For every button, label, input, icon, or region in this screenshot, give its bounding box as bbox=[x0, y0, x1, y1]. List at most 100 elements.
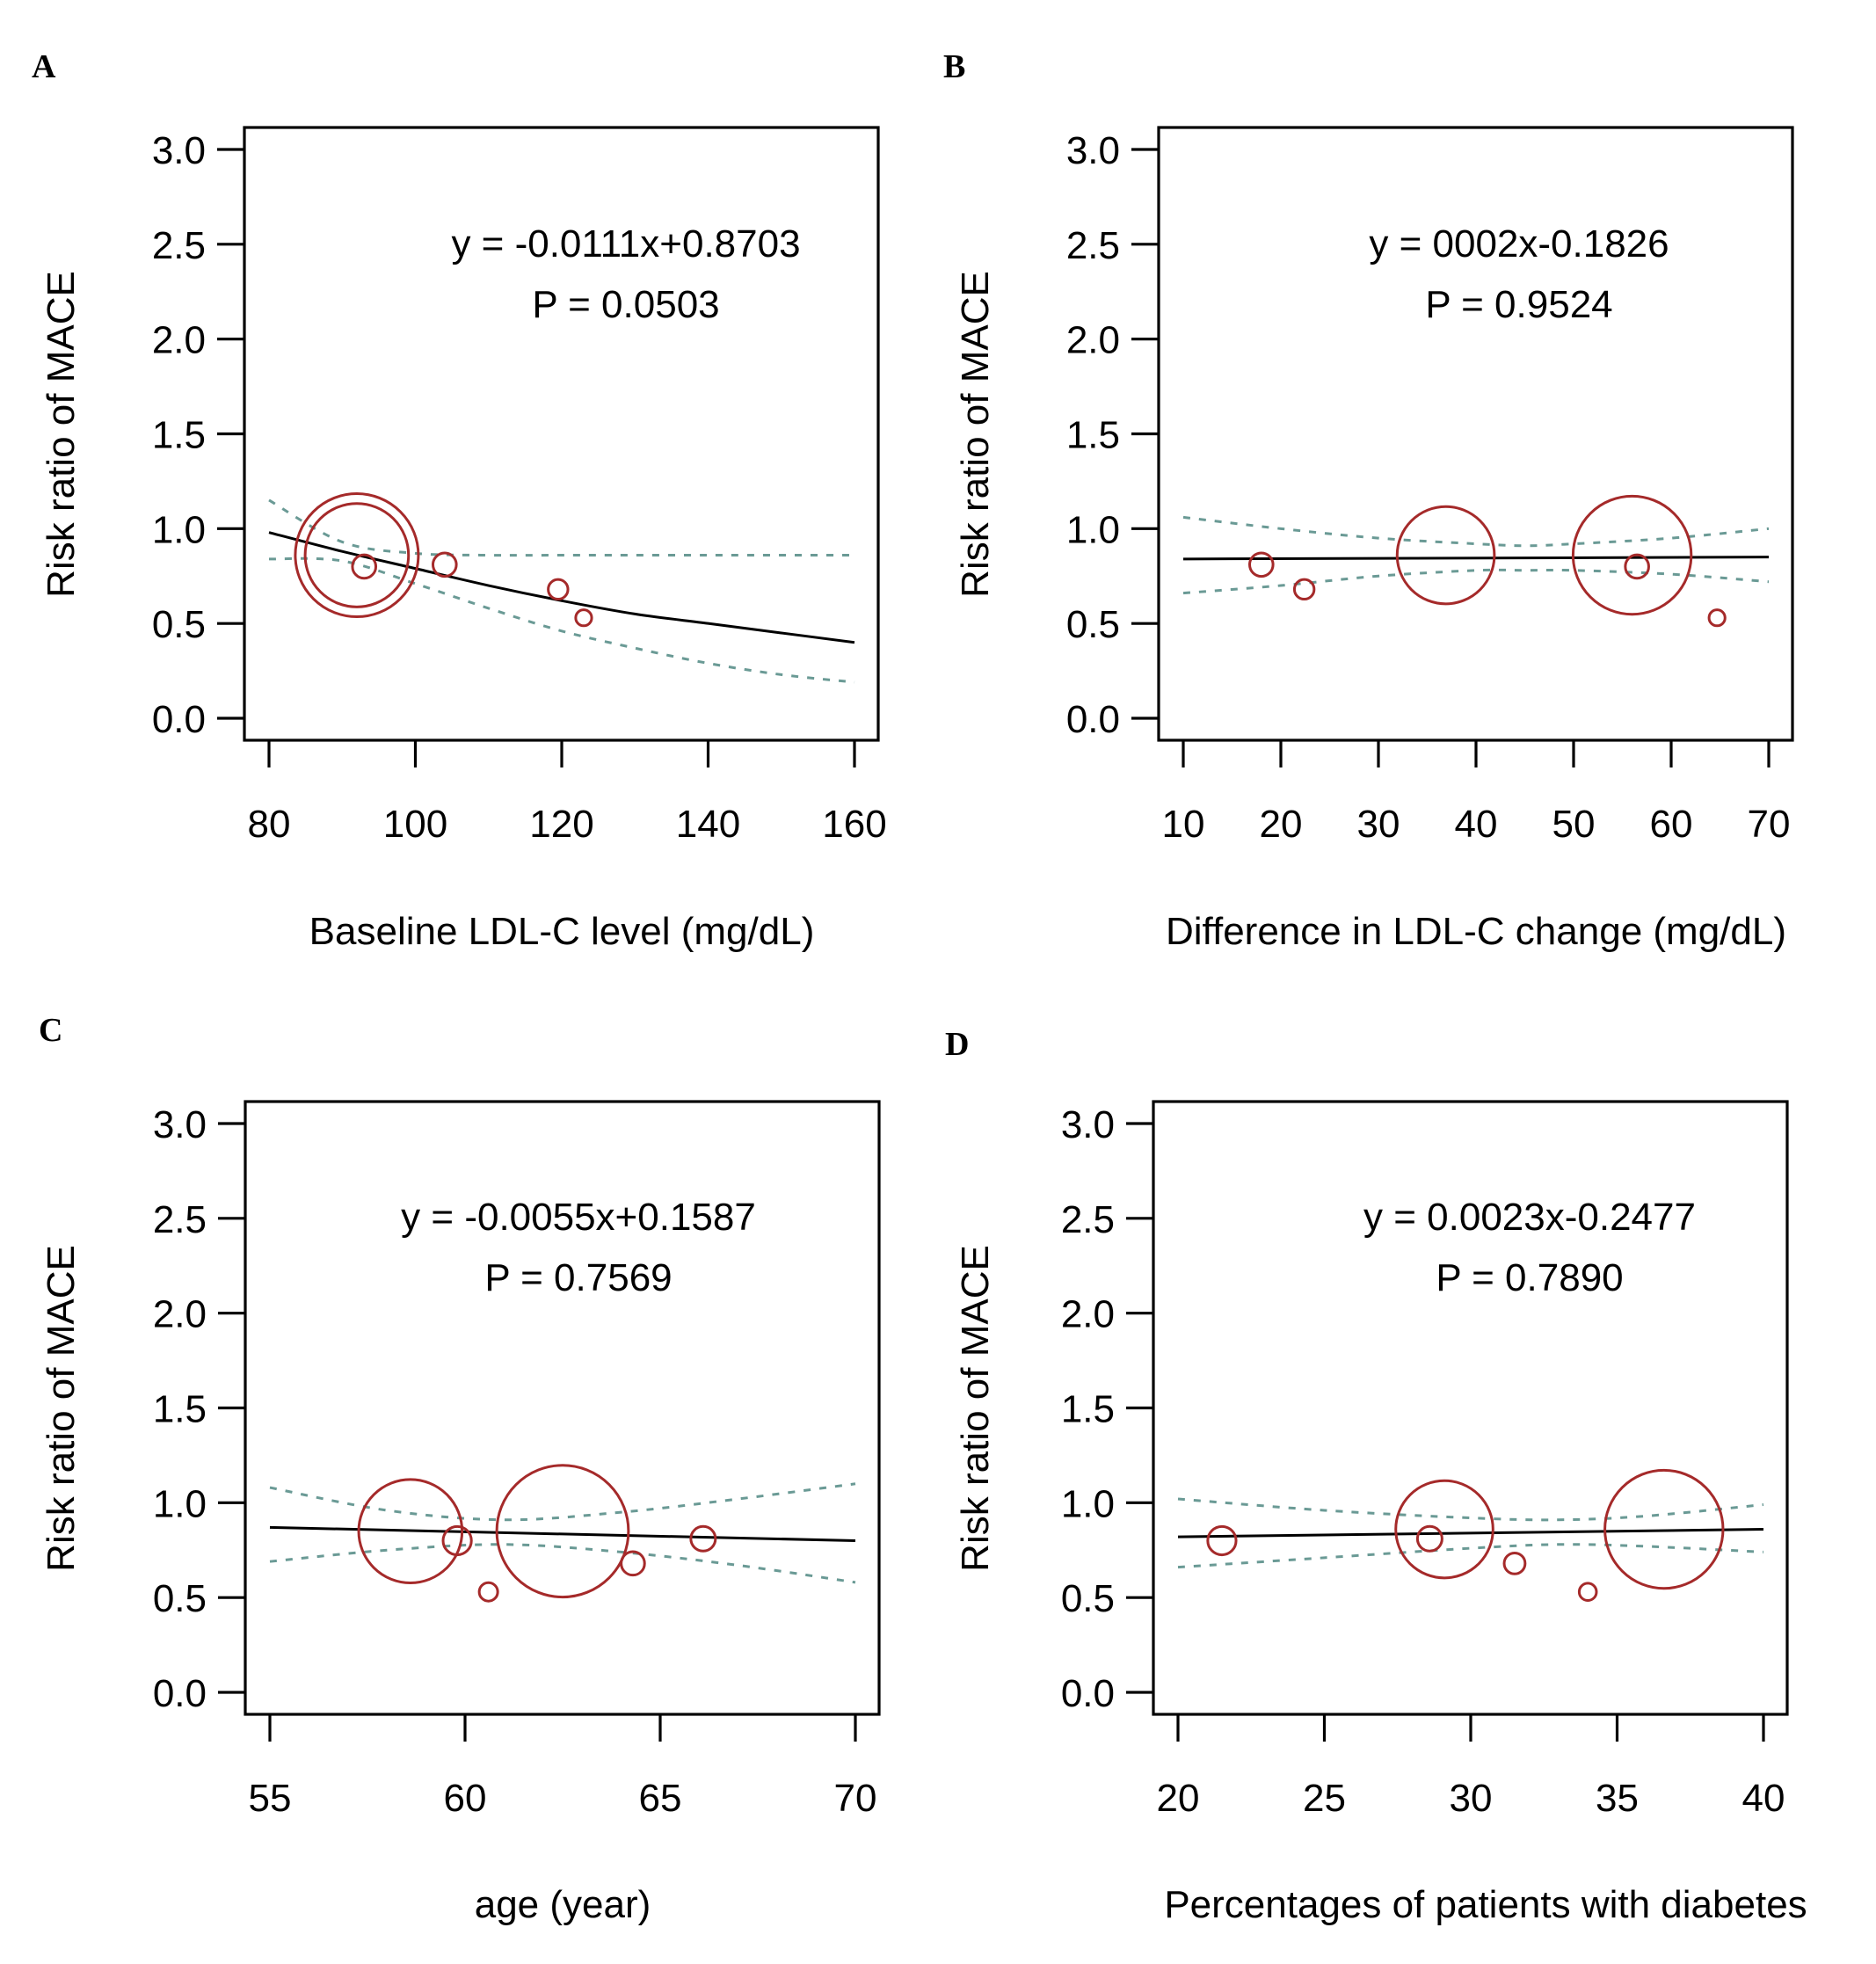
x-tick-label-b: 60 bbox=[1650, 803, 1693, 846]
study-bubble-d bbox=[1206, 1524, 1238, 1557]
y-tick-label-c: 3.0 bbox=[153, 1103, 207, 1146]
study-bubble-b bbox=[1624, 553, 1650, 580]
x-axis-title-b: Difference in LDL-C change (mg/dL) bbox=[1166, 910, 1786, 953]
y-tick-label-d: 2.0 bbox=[1061, 1293, 1115, 1336]
study-bubble-d bbox=[1603, 1468, 1725, 1590]
x-tick-label-d: 25 bbox=[1303, 1777, 1346, 1820]
plot-frame-c bbox=[244, 1100, 881, 1716]
study-bubble-b bbox=[1248, 551, 1275, 578]
y-tick-label-b: 1.0 bbox=[1066, 508, 1120, 551]
study-bubble-a bbox=[574, 608, 593, 628]
study-bubble-d bbox=[1415, 1524, 1443, 1553]
study-bubble-b bbox=[1395, 505, 1496, 606]
equation-label-c: y = -0.0055x+0.1587 bbox=[401, 1196, 756, 1239]
plot-frame-d bbox=[1152, 1100, 1789, 1716]
ci-upper-line-c bbox=[269, 1482, 856, 1522]
ci-upper-line-a bbox=[268, 498, 854, 557]
x-tick-label-b: 20 bbox=[1260, 803, 1303, 846]
y-tick-label-b: 1.5 bbox=[1066, 414, 1120, 457]
y-tick-label-d: 0.0 bbox=[1061, 1672, 1115, 1715]
panel-a: A y = -0.0111x+0.8703 P = 0.0503 Baselin… bbox=[32, 48, 887, 953]
study-bubble-a bbox=[294, 492, 420, 619]
p-value-label-c: P = 0.7569 bbox=[484, 1256, 672, 1299]
y-axis-title-c: Risk ratio of MACE bbox=[40, 1245, 83, 1572]
y-axis-title-a: Risk ratio of MACE bbox=[40, 271, 83, 598]
x-tick-label-d: 20 bbox=[1157, 1777, 1200, 1820]
y-tick-label-c: 0.5 bbox=[153, 1577, 207, 1620]
x-tick-label-b: 70 bbox=[1748, 803, 1791, 846]
y-tick-label-a: 2.5 bbox=[152, 224, 206, 267]
study-bubble-c bbox=[689, 1524, 717, 1553]
ci-lower-line-a bbox=[268, 556, 855, 684]
plot-frame-b bbox=[1157, 126, 1794, 742]
y-tick-label-d: 2.5 bbox=[1061, 1198, 1115, 1241]
y-tick-label-a: 0.5 bbox=[152, 603, 206, 646]
study-bubble-a bbox=[432, 551, 458, 578]
study-bubble-b bbox=[1571, 494, 1693, 616]
study-bubble-b bbox=[1292, 578, 1316, 601]
study-bubble-a bbox=[351, 553, 378, 580]
y-tick-label-b: 3.0 bbox=[1066, 129, 1120, 172]
study-bubble-b bbox=[1707, 608, 1727, 628]
y-tick-label-c: 0.0 bbox=[153, 1672, 207, 1715]
x-tick-label-c: 55 bbox=[249, 1777, 292, 1820]
study-bubble-c bbox=[477, 1581, 499, 1603]
x-tick-label-b: 10 bbox=[1162, 803, 1205, 846]
y-tick-label-b: 2.5 bbox=[1066, 224, 1120, 267]
study-bubble-c bbox=[495, 1464, 630, 1599]
panel-d: D y = 0.0023x-0.2477 P = 0.7890 Percenta… bbox=[945, 1026, 1807, 1926]
study-bubble-c bbox=[620, 1550, 646, 1577]
study-bubble-d bbox=[1502, 1551, 1527, 1575]
study-bubble-a bbox=[547, 578, 570, 601]
y-tick-label-b: 2.0 bbox=[1066, 319, 1120, 362]
y-tick-label-c: 2.5 bbox=[153, 1198, 207, 1241]
panel-letter-c: C bbox=[39, 1012, 62, 1049]
y-tick-label-d: 1.5 bbox=[1061, 1388, 1115, 1431]
y-tick-label-a: 0.0 bbox=[152, 698, 206, 741]
panel-b: B y = 0002x-0.1826 P = 0.9524 Difference… bbox=[943, 48, 1794, 953]
x-tick-label-a: 140 bbox=[676, 803, 740, 846]
y-tick-label-b: 0.5 bbox=[1066, 603, 1120, 646]
p-value-label-b: P = 0.9524 bbox=[1425, 283, 1612, 326]
x-tick-label-b: 30 bbox=[1357, 803, 1400, 846]
x-tick-label-c: 65 bbox=[639, 1777, 682, 1820]
x-tick-label-a: 160 bbox=[822, 803, 886, 846]
y-tick-label-a: 3.0 bbox=[152, 129, 206, 172]
y-tick-label-a: 1.5 bbox=[152, 414, 206, 457]
study-bubble-c bbox=[441, 1524, 473, 1557]
y-tick-label-d: 3.0 bbox=[1061, 1103, 1115, 1146]
study-bubble-a bbox=[303, 502, 411, 608]
x-tick-label-c: 60 bbox=[444, 1777, 487, 1820]
ci-lower-line-d bbox=[1177, 1543, 1764, 1569]
y-tick-label-b: 0.0 bbox=[1066, 698, 1120, 741]
regression-line-b bbox=[1182, 556, 1770, 561]
y-tick-label-d: 0.5 bbox=[1061, 1577, 1115, 1620]
ci-lower-line-c bbox=[269, 1543, 856, 1584]
study-bubble-d bbox=[1394, 1479, 1494, 1580]
x-tick-label-a: 80 bbox=[248, 803, 291, 846]
x-tick-label-d: 40 bbox=[1742, 1777, 1785, 1820]
x-tick-label-b: 50 bbox=[1552, 803, 1596, 846]
equation-label-a: y = -0.0111x+0.8703 bbox=[451, 222, 800, 266]
study-bubble-c bbox=[357, 1478, 464, 1584]
y-axis-title-d: Risk ratio of MACE bbox=[954, 1245, 997, 1572]
plot-frame-a bbox=[243, 126, 880, 742]
ci-upper-line-d bbox=[1177, 1497, 1764, 1522]
x-tick-label-a: 100 bbox=[383, 803, 447, 846]
y-tick-label-d: 1.0 bbox=[1061, 1482, 1115, 1525]
x-tick-label-d: 30 bbox=[1450, 1777, 1493, 1820]
regression-line-c bbox=[269, 1525, 856, 1542]
y-tick-label-c: 2.0 bbox=[153, 1293, 207, 1336]
y-axis-title-b: Risk ratio of MACE bbox=[954, 271, 997, 598]
ci-upper-line-b bbox=[1182, 515, 1770, 548]
p-value-label-d: P = 0.7890 bbox=[1436, 1256, 1623, 1299]
panel-letter-a: A bbox=[32, 48, 56, 85]
equation-label-b: y = 0002x-0.1826 bbox=[1369, 222, 1669, 266]
x-axis-title-a: Baseline LDL-C level (mg/dL) bbox=[309, 910, 815, 953]
study-bubble-d bbox=[1577, 1582, 1598, 1602]
regression-line-d bbox=[1177, 1528, 1764, 1538]
y-tick-label-c: 1.0 bbox=[153, 1482, 207, 1525]
y-tick-label-a: 1.0 bbox=[152, 508, 206, 551]
p-value-label-a: P = 0.0503 bbox=[532, 283, 719, 326]
